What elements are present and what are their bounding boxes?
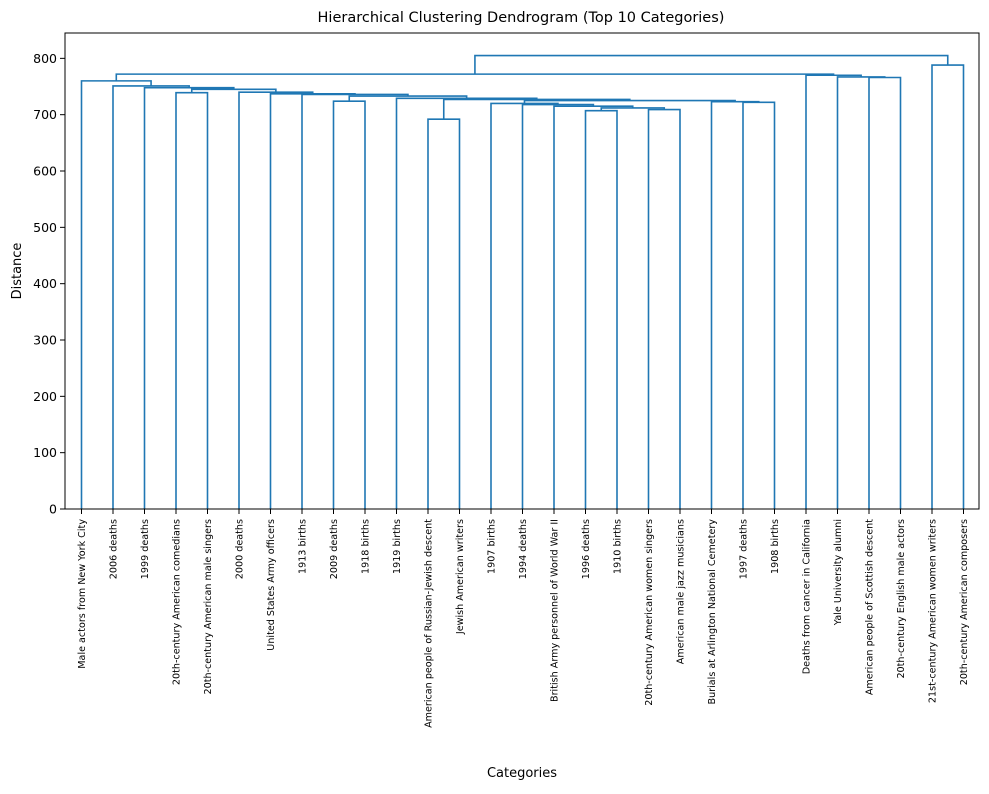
dendrogram-link-n19 [190,88,277,93]
dendrogram-link-n8 [742,101,776,509]
x-tick-label: American people of Scottish descent [865,519,876,695]
x-tick-label: 1996 deaths [581,519,592,579]
y-tick-label: 600 [33,164,57,179]
dendrogram-link-n27 [931,64,965,509]
dendrogram-link-n10 [332,100,366,509]
dendrogram-links [80,54,965,509]
x-tick-label: 20th-century American women singers [644,519,655,706]
x-tick-label: 20th-century American composers [959,519,970,685]
dendrogram-link-n28 [474,54,949,75]
x-tick-label: 21st-century American women writers [928,519,939,703]
dendrogram-link-n1 [427,118,461,509]
y-tick-label: 800 [33,51,57,66]
chart-title: Hierarchical Clustering Dendrogram (Top … [318,10,725,26]
dendrogram-link-n5 [553,105,634,509]
dendrogram-link-n22 [80,80,152,509]
y-tick-label: 100 [33,445,57,460]
dendrogram-link-n15 [301,93,409,509]
x-tick-label: 1997 deaths [739,519,750,579]
dendrogram-link-n3 [647,108,681,509]
y-tick-label: 200 [33,389,57,404]
x-tick-label: Male actors from New York City [77,519,88,669]
dendrogram-link-n2 [584,109,618,509]
dendrogram-link-n16 [269,93,356,509]
x-axis: Male actors from New York City 2006 death… [77,509,970,728]
x-tick-label: 20th-century American comedians [172,519,183,685]
y-tick-label: 500 [33,220,57,235]
x-tick-label: British Army personnel of World War II [550,519,561,702]
y-tick-label: 400 [33,276,57,291]
dendrogram-link-n11 [523,99,736,104]
x-tick-label: American male jazz musicians [676,519,687,664]
dendrogram-link-n4 [600,107,666,111]
y-axis-label: Distance [10,243,25,300]
x-tick-label: 2000 deaths [235,519,246,579]
x-tick-label: 2006 deaths [109,519,120,579]
y-tick-label: 300 [33,333,57,348]
x-tick-label: American people of Russian-Jewish descen… [424,519,435,728]
dendrogram-link-n9 [710,100,760,509]
x-tick-label: 1918 births [361,519,372,574]
y-axis: 0 100 200 300 400 500 600 700 800 [33,51,65,517]
x-tick-label: 1994 deaths [518,519,529,579]
x-tick-label: Jewish American writers [455,519,466,635]
dendrogram-link-n24 [836,76,886,509]
dendrogram-link-n17 [175,91,209,509]
x-tick-label: 1907 births [487,519,498,574]
x-tick-label: Burials at Arlington National Cemetery [707,519,718,705]
dendrogram-link-n23 [868,76,902,509]
x-axis-label: Categories [487,766,557,781]
dendrogram-link-n25 [805,74,862,509]
x-tick-label: 20th-century English male actors [896,519,907,679]
x-tick-label: 1910 births [613,519,624,574]
x-tick-label: Yale University alumni [833,519,844,626]
dendrogram-link-n20 [143,86,235,509]
dendrogram-link-n26 [115,73,835,81]
y-tick-label: 0 [49,502,57,517]
x-tick-label: 1919 births [392,519,403,574]
x-tick-label: 20th-century American male singers [203,519,214,695]
dendrogram-link-n21 [112,85,190,509]
y-tick-label: 700 [33,107,57,122]
dendrogram-link-n7 [490,102,559,509]
x-tick-label: 2009 deaths [329,519,340,579]
x-tick-label: Deaths from cancer in California [802,519,813,674]
x-tick-label: United States Army officers [266,519,277,651]
dendrogram-link-n13 [395,97,538,509]
x-tick-label: 1913 births [298,519,309,574]
x-tick-label: 1999 deaths [140,519,151,579]
x-tick-label: 1908 births [770,519,781,574]
dendrogram-link-n6 [521,103,595,509]
